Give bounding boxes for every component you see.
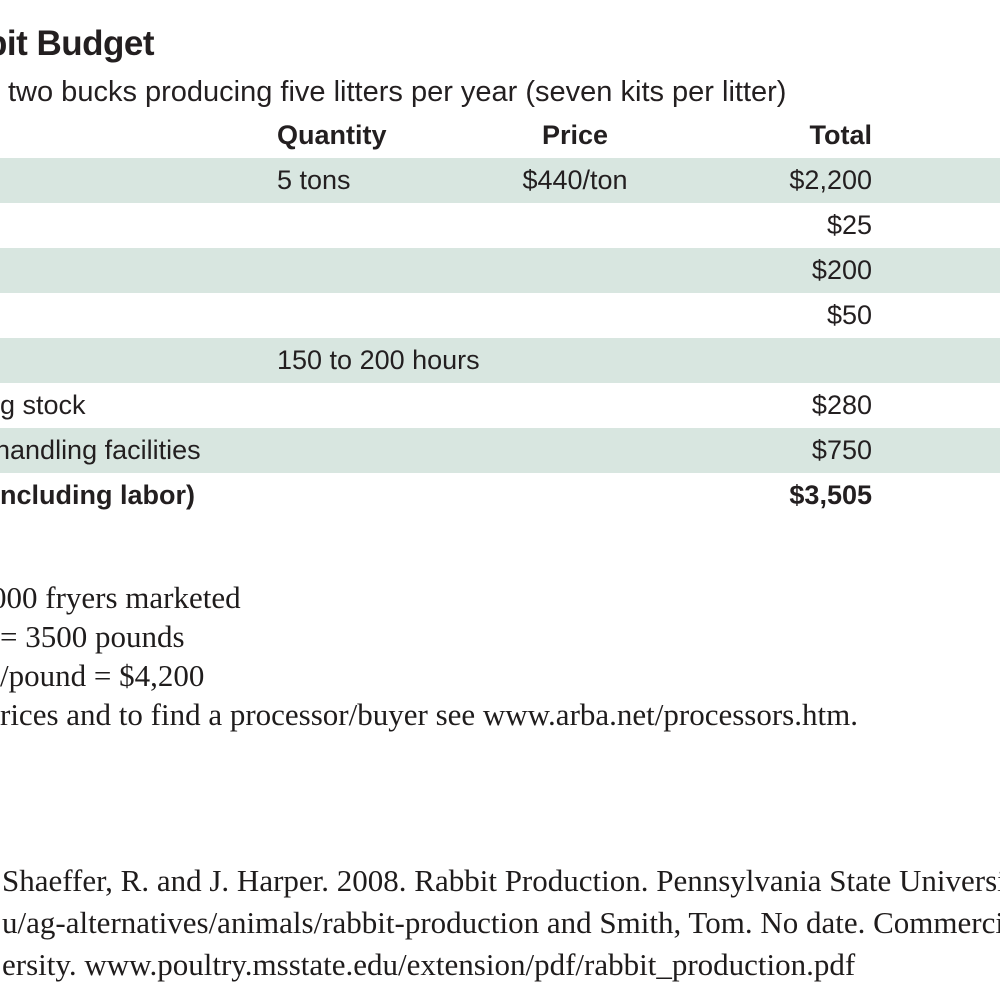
table-header-row: Quantity Price Total [0, 112, 1000, 158]
citation-line: ersity. www.poultry.msstate.edu/extensio… [2, 947, 856, 982]
column-header-price: Price [541, 120, 609, 150]
page-subtitle: two bucks producing five litters per yea… [8, 76, 787, 108]
note-line: = 3500 pounds [0, 619, 185, 654]
row-label [0, 203, 270, 248]
cell-quantity: 5 tons [277, 165, 351, 195]
row-label [0, 293, 270, 338]
cell-total: $2,200 [789, 165, 872, 195]
cell-total: $280 [811, 390, 872, 420]
cell-total: $750 [811, 435, 872, 465]
row-label [0, 158, 270, 203]
notes: 000 fryers marketed = 3500 pounds/pound =… [0, 578, 858, 734]
column-header-total: Total [809, 120, 873, 150]
citation-line: u/ag-alternatives/animals/rabbit-product… [2, 905, 1000, 940]
citation-line: Shaeffer, R. and J. Harper. 2008. Rabbit… [2, 863, 1000, 898]
note-line: 000 fryers marketed [0, 580, 241, 615]
table-row: $25 [0, 203, 1000, 248]
note-line: rices and to find a processor/buyer see … [0, 697, 858, 732]
table-row: 150 to 200 hours [0, 338, 1000, 383]
column-header-quantity: Quantity [277, 120, 387, 150]
row-label: handling facilities [0, 435, 201, 465]
table-row: $200 [0, 248, 1000, 293]
page-title: bit Budget [0, 24, 155, 63]
row-label: ncluding labor) [0, 480, 195, 510]
budget-table: Quantity Price Total 5 tons $440/ton $2,… [0, 112, 1000, 518]
row-label [0, 248, 270, 293]
cell-price: $440/ton [522, 165, 628, 195]
cell-total: $50 [826, 300, 872, 330]
cell-quantity: 150 to 200 hours [277, 345, 480, 375]
cell-total [600, 338, 872, 383]
note-line: /pound = $4,200 [0, 658, 205, 693]
table-row: g stock $280 [0, 383, 1000, 428]
row-label [0, 338, 270, 383]
table-row: handling facilities $750 [0, 428, 1000, 473]
table-row: $50 [0, 293, 1000, 338]
cell-total: $3,505 [789, 480, 872, 510]
row-label: g stock [0, 390, 86, 420]
citation: Shaeffer, R. and J. Harper. 2008. Rabbit… [2, 860, 1000, 986]
cell-total: $200 [811, 255, 872, 285]
table-body: 5 tons $440/ton $2,200 $25 $200 $50 150 … [0, 158, 1000, 518]
cell-total: $25 [826, 210, 872, 240]
table-row: 5 tons $440/ton $2,200 [0, 158, 1000, 203]
table-row: ncluding labor) $3,505 [0, 473, 1000, 518]
